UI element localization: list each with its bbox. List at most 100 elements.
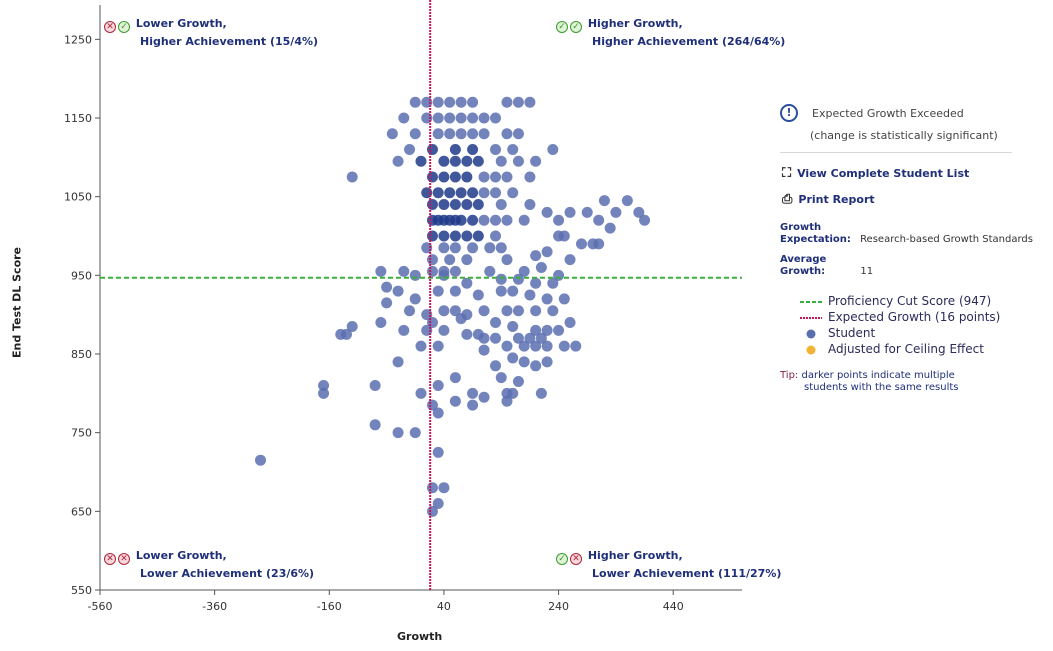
student-point xyxy=(490,360,502,372)
y-tick-label: 650 xyxy=(71,505,92,518)
student-point xyxy=(467,112,479,124)
student-point xyxy=(381,297,393,309)
student-point xyxy=(553,324,565,336)
student-point xyxy=(398,324,410,336)
x-tick-label: 240 xyxy=(548,600,569,613)
student-point xyxy=(507,387,519,399)
student-point xyxy=(455,96,467,108)
student-point xyxy=(478,214,490,226)
binoculars-icon: ⛶ xyxy=(782,166,792,181)
student-point xyxy=(472,230,484,242)
student-point xyxy=(444,254,456,266)
student-point xyxy=(547,277,559,289)
y-tick-label: 1050 xyxy=(64,191,92,204)
student-point xyxy=(472,199,484,211)
student-point xyxy=(472,155,484,167)
student-point xyxy=(444,187,456,199)
student-point xyxy=(530,324,542,336)
student-point xyxy=(530,305,542,317)
student-point xyxy=(455,214,467,226)
student-point xyxy=(467,128,479,140)
student-point xyxy=(524,171,536,183)
check-circle-icon: ✓ xyxy=(556,21,568,33)
student-point xyxy=(392,427,404,439)
student-point xyxy=(564,317,576,329)
scatter-chart: 550 650 750 850 950 1050 1150 1250 -560 -360 -160 4… xyxy=(64,0,742,613)
student-point xyxy=(455,112,467,124)
student-point xyxy=(318,379,330,391)
student-point xyxy=(467,96,479,108)
tip-text-2: students with the same results xyxy=(804,382,959,393)
quadrant-title: Higher Growth, xyxy=(587,17,683,30)
y-tick-label: 550 xyxy=(71,584,92,597)
tip-note: Tip: darker points indicate multiple stu… xyxy=(780,370,959,394)
student-point xyxy=(610,206,622,218)
student-point xyxy=(432,340,444,352)
student-point xyxy=(467,242,479,254)
student-point xyxy=(467,214,479,226)
student-point xyxy=(507,285,519,297)
student-point xyxy=(444,128,456,140)
check-circle-icon: ✓ xyxy=(570,21,582,33)
student-point xyxy=(467,187,479,199)
student-point xyxy=(501,96,513,108)
student-point xyxy=(478,187,490,199)
student-point xyxy=(426,482,438,494)
student-point xyxy=(501,128,513,140)
info-icon: ! xyxy=(780,104,798,122)
student-point xyxy=(541,293,553,305)
student-point xyxy=(507,187,519,199)
student-point xyxy=(444,112,456,124)
student-point xyxy=(346,320,358,332)
student-point xyxy=(478,391,490,403)
student-point xyxy=(530,277,542,289)
student-point xyxy=(392,155,404,167)
student-point xyxy=(438,171,450,183)
legend-ceiling: Adjusted for Ceiling Effect xyxy=(800,342,984,356)
student-point xyxy=(524,199,536,211)
student-point xyxy=(530,340,542,352)
student-point xyxy=(438,242,450,254)
student-point xyxy=(621,195,633,207)
student-point xyxy=(564,206,576,218)
student-point xyxy=(409,128,421,140)
student-point xyxy=(541,206,553,218)
print-report-label: Print Report xyxy=(798,193,875,206)
student-point xyxy=(507,320,519,332)
student-point xyxy=(404,305,416,317)
student-point xyxy=(484,242,496,254)
student-point xyxy=(438,230,450,242)
student-point xyxy=(432,379,444,391)
student-point xyxy=(432,128,444,140)
x-tick-label: 40 xyxy=(437,600,451,613)
student-point xyxy=(449,230,461,242)
student-point xyxy=(495,242,507,254)
student-point xyxy=(547,305,559,317)
view-student-list-link[interactable]: ⛶ View Complete Student List xyxy=(782,166,969,181)
growth-label: Growth xyxy=(780,222,822,233)
student-point xyxy=(512,305,524,317)
tip-label: Tip: xyxy=(780,370,799,381)
student-point xyxy=(490,187,502,199)
y-tick-label: 950 xyxy=(71,269,92,282)
exceeded-subtitle: (change is statistically significant) xyxy=(810,129,998,142)
student-point xyxy=(490,171,502,183)
print-report-link[interactable]: ⎙ Print Report xyxy=(782,192,875,207)
student-point xyxy=(449,171,461,183)
student-point xyxy=(593,214,605,226)
student-point xyxy=(581,206,593,218)
student-point xyxy=(490,332,502,344)
x-circle-icon: ✕ xyxy=(104,21,116,33)
student-point xyxy=(386,128,398,140)
student-point xyxy=(432,446,444,458)
student-point xyxy=(570,340,582,352)
student-point xyxy=(449,305,461,317)
student-point xyxy=(564,254,576,266)
student-point xyxy=(535,332,547,344)
student-point xyxy=(432,96,444,108)
student-point xyxy=(598,195,610,207)
student-point xyxy=(426,199,438,211)
student-point xyxy=(633,206,645,218)
student-point xyxy=(426,171,438,183)
student-point xyxy=(392,285,404,297)
